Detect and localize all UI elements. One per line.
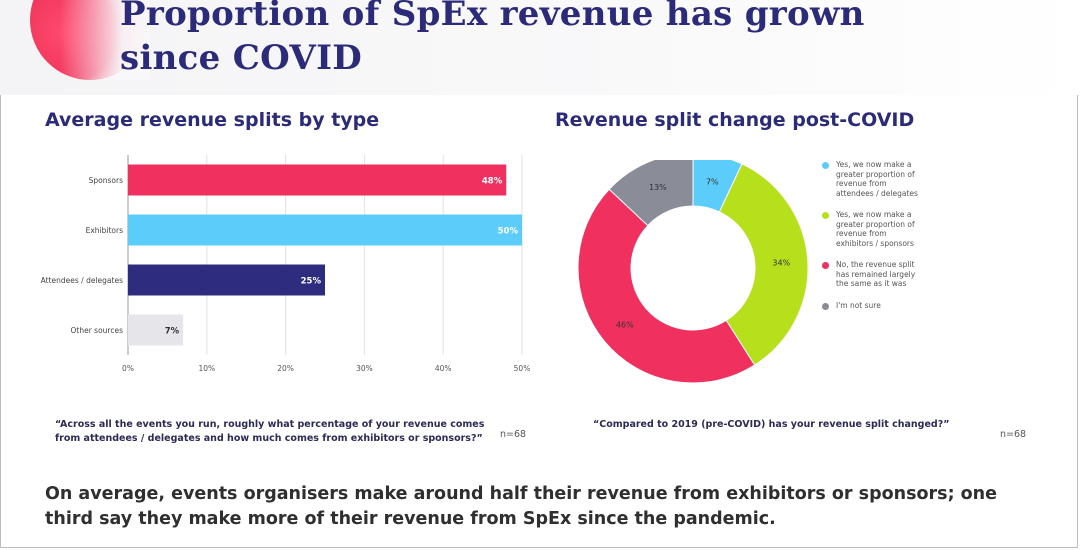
category-label: Attendees / delegates (41, 276, 123, 285)
bar (128, 214, 522, 246)
bar (128, 164, 507, 196)
legend-item: Yes, we now make a greater proportion of… (822, 160, 922, 198)
donut-chart-sample-size: n=68 (1000, 429, 1027, 440)
x-tick-label: 50% (514, 364, 531, 373)
bar (128, 264, 325, 296)
legend-item: I'm not sure (822, 301, 922, 311)
x-tick-label: 20% (277, 364, 294, 373)
slide-header: Proportion of SpEx revenue has grown sin… (0, 0, 1080, 95)
category-label: Exhibitors (86, 226, 123, 235)
bar-value-label: 7% (165, 327, 180, 337)
legend-label: Yes, we now make a greater proportion of… (836, 210, 915, 248)
page-title: Proportion of SpEx revenue has grown sin… (120, 0, 865, 80)
x-tick-label: 0% (122, 364, 134, 373)
title-line-2: since COVID (120, 38, 363, 78)
slice-value-label: 46% (616, 320, 634, 329)
bar-chart-title: Average revenue splits by type (45, 109, 380, 131)
category-label: Sponsors (89, 176, 123, 185)
bar-chart-sample-size: n=68 (500, 429, 527, 440)
slice-value-label: 13% (649, 183, 667, 192)
x-tick-label: 30% (356, 364, 373, 373)
donut-legend: Yes, we now make a greater proportion of… (822, 160, 922, 322)
x-tick-label: 10% (198, 364, 215, 373)
bar-value-label: 48% (482, 177, 503, 187)
bar-chart-question: “Across all the events you run, roughly … (55, 419, 485, 444)
legend-swatch (822, 302, 829, 310)
donut-slice (577, 188, 756, 384)
legend-item: No, the revenue split has remained large… (822, 260, 922, 289)
donut-chart-title: Revenue split change post-COVID (555, 109, 915, 131)
legend-swatch (822, 262, 829, 269)
bar (128, 314, 184, 346)
legend-label: Yes, we now make a greater proportion of… (836, 160, 918, 198)
legend-swatch (822, 212, 829, 219)
title-line-1: Proportion of SpEx revenue has grown (120, 0, 865, 34)
legend-label: No, the revenue split has remained large… (836, 260, 916, 288)
legend-label: I'm not sure (836, 300, 881, 310)
donut-slice (608, 160, 694, 227)
category-label: Other sources (71, 326, 124, 335)
x-tick-label: 40% (435, 364, 452, 373)
donut-chart: 7% 34% 46% 13% (577, 160, 809, 384)
decorative-blob-fade (60, 0, 150, 80)
bar-value-label: 25% (301, 277, 322, 287)
slice-value-label: 7% (706, 178, 719, 187)
bar-chart: 0% 10% 20% 30% 40% 50% Sponsors 48% Exhibitors 50… (41, 155, 531, 373)
summary-text: On average, events organisers make aroun… (45, 484, 998, 529)
slice-value-label: 34% (772, 258, 790, 267)
legend-swatch (822, 162, 829, 169)
bar-value-label: 50% (498, 227, 519, 237)
donut-slice (718, 163, 809, 366)
legend-item: Yes, we now make a greater proportion of… (822, 210, 922, 248)
donut-chart-question: “Compared to 2019 (pre-COVID) has your r… (593, 419, 950, 430)
